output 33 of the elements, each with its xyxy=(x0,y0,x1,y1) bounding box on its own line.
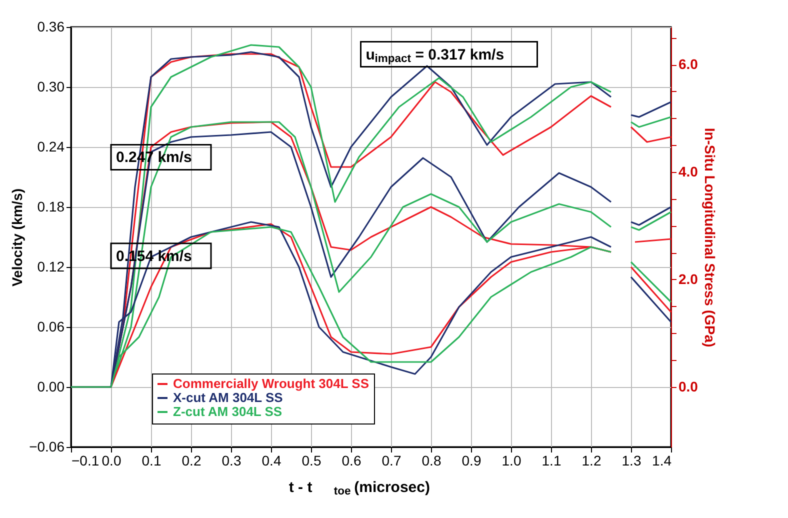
x-tick-label: 1.1 xyxy=(542,452,562,468)
y-tick-label: 0.18 xyxy=(37,198,65,214)
x-tick-label: 0.9 xyxy=(462,452,482,468)
y-tick-label: 0.06 xyxy=(37,318,65,334)
x-tick-label: 0.7 xyxy=(382,452,402,468)
y-tick-label: 0.12 xyxy=(37,258,65,274)
legend-label: X-cut AM 304L SS xyxy=(173,390,284,405)
x-tick-label: 0.5 xyxy=(302,452,322,468)
x-tick-label: −0.1 xyxy=(72,452,100,468)
y2-axis-title: In-Situ Longitudinal Stress (GPa) xyxy=(702,128,718,348)
y-tick-label: −0.06 xyxy=(29,438,65,454)
x-tick-label: 0.1 xyxy=(142,452,162,468)
x-tick-label: 1.0 xyxy=(502,452,522,468)
y-tick-label: 0.36 xyxy=(37,18,65,34)
y-tick-label: 0.30 xyxy=(37,78,65,94)
x-tick-label: 1.3 xyxy=(622,452,642,468)
y-tick-label: 0.00 xyxy=(37,378,65,394)
y-axis-title: Velocity (km/s) xyxy=(9,188,26,287)
legend-label: Commercially Wrought 304L SS xyxy=(173,376,370,391)
x-tick-label: 0.0 xyxy=(102,452,122,468)
x-tick-label: 0.8 xyxy=(422,452,442,468)
y2-tick-label: 6.0 xyxy=(678,56,698,72)
y2-tick-label: 4.0 xyxy=(678,164,698,180)
x-tick-label: 0.4 xyxy=(262,452,282,468)
x-tick-label: 0.2 xyxy=(182,452,202,468)
x-tick-label: 0.3 xyxy=(222,452,242,468)
legend-label: Z-cut AM 304L SS xyxy=(173,404,282,419)
x-tick-label: 1.4 xyxy=(652,452,672,468)
y-tick-label: 0.24 xyxy=(37,138,65,154)
y2-tick-label: 0.0 xyxy=(678,378,698,394)
x-tick-label: 0.6 xyxy=(342,452,362,468)
y2-tick-label: 2.0 xyxy=(678,270,698,287)
x-tick-label: 1.2 xyxy=(582,452,602,468)
